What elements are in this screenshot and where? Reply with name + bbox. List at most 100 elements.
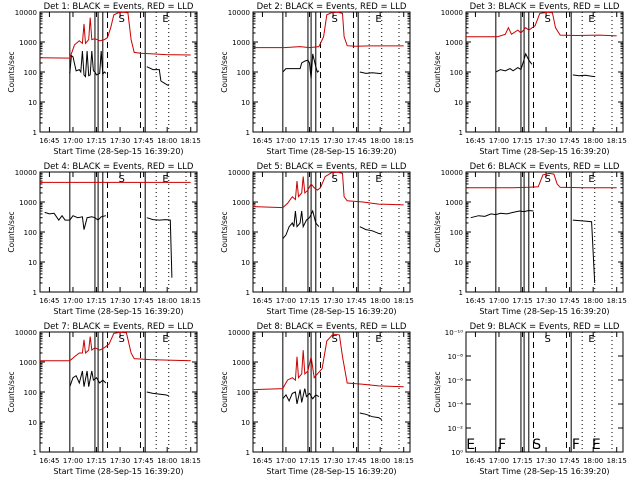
x-tick-label: 18:15 [607,137,627,145]
x-tick-label: 17:00 [63,137,83,145]
x-tick-label: 17:45 [134,137,154,145]
x-tick-label: 17:15 [86,137,106,145]
x-tick-label: 16:45 [39,137,59,145]
series-line-events [69,50,107,78]
plot-frame [39,11,198,133]
panel-title: Det 2: BLACK = Events, RED = LLD [257,2,407,12]
x-tick-label: 18:15 [181,137,201,145]
x-tick-label: 18:15 [394,137,414,145]
x-tick-label: 18:00 [583,137,603,145]
x-tick-label: 17:15 [299,137,319,145]
x-axis-label: Start Time (28-Sep-15 16:39:20) [479,147,609,156]
marker-label: E [588,174,594,185]
series-line-lld [252,333,404,391]
y-tick-label: 10⁻⁸ [448,353,464,361]
x-tick-label: 17:30 [536,137,556,145]
bottom-marker-label: E [466,437,475,453]
y-tick-label: 1000 [232,39,250,47]
panel-det-6: Det 6: BLACK = Events, RED = LLD 1 10 100 10… [433,162,627,316]
plot-frame [252,331,411,453]
y-tick-label: 1000 [19,199,37,207]
y-tick-label: 10 [241,99,250,107]
x-tick-label: 18:00 [370,457,390,465]
panel-det-8: Det 8: BLACK = Events, RED = LLD 1 10 100 10… [220,322,414,476]
series-line-events [146,391,169,397]
y-tick-label: 10 [28,259,37,267]
panel-det-3: Det 3: BLACK = Events, RED = LLD 1 10 100 10… [433,2,627,156]
x-tick-label: 16:45 [252,297,272,305]
panel-title: Det 6: BLACK = Events, RED = LLD [470,162,620,172]
y-axis-label: Counts/sec [433,371,442,412]
series-line-events [146,217,173,278]
panel-det-1: Det 1: BLACK = Events, RED = LLD 1 10 100 10… [7,2,201,156]
plot-frame [252,171,411,293]
y-tick-label: 10⁻¹⁰ [445,329,463,337]
y-tick-label: 10 [454,259,463,267]
x-tick-label: 16:45 [252,137,272,145]
x-tick-label: 17:00 [63,297,83,305]
plot-frame [465,11,624,133]
y-tick-label: 10000 [228,169,250,177]
y-tick-label: 10000 [228,9,250,17]
marker-label: E [375,14,381,25]
x-tick-label: 18:00 [583,457,603,465]
x-tick-label: 18:15 [181,457,201,465]
x-axis-label: Start Time (28-Sep-15 16:39:20) [53,307,183,316]
y-tick-label: 100 [24,69,37,77]
x-tick-label: 17:45 [134,457,154,465]
x-tick-label: 16:45 [465,137,485,145]
y-tick-label: 10⁻⁴ [448,401,464,409]
x-tick-label: 17:15 [299,297,319,305]
x-tick-label: 16:45 [465,457,485,465]
plot-frame [465,331,624,453]
x-tick-label: 17:15 [512,457,532,465]
marker-label: S [331,174,337,185]
x-axis-label: Start Time (28-Sep-15 16:39:20) [479,467,609,476]
x-tick-label: 16:45 [252,457,272,465]
y-tick-label: 1000 [232,199,250,207]
series-line-events [572,74,595,78]
y-axis-label: Counts/sec [7,51,16,92]
y-axis-label: Counts/sec [7,371,16,412]
x-tick-label: 17:15 [86,297,106,305]
series-line-events [470,209,534,219]
series-line-lld [39,11,191,59]
marker-label: S [544,334,550,345]
x-axis-label: Start Time (28-Sep-15 16:39:20) [53,467,183,476]
y-tick-label: 10000 [441,169,463,177]
series-line-lld [253,11,404,49]
plot-frame [39,331,198,453]
x-tick-label: 17:45 [560,137,580,145]
marker-label: E [162,174,168,185]
bottom-marker-label: E [592,437,601,453]
panel-det-9: Det 9: BLACK = Events, RED = LLD 10⁰ 10⁻² 1… [433,322,627,476]
x-tick-label: 16:45 [39,297,59,305]
y-tick-label: 100 [24,389,37,397]
y-axis-label: Counts/sec [220,211,229,252]
y-tick-label: 100 [450,229,463,237]
series-line-lld [466,172,617,189]
y-tick-label: 100 [24,229,37,237]
y-tick-label: 10000 [228,329,250,337]
series-line-events [282,209,320,240]
y-axis-label: Counts/sec [433,51,442,92]
x-tick-label: 18:15 [607,297,627,305]
series-line-events [359,226,382,235]
x-tick-label: 17:00 [489,297,509,305]
x-tick-label: 17:45 [560,297,580,305]
series-line-events [146,66,169,87]
x-tick-label: 17:45 [560,457,580,465]
y-tick-label: 1 [246,289,250,297]
marker-label: S [544,14,550,25]
x-tick-label: 17:00 [276,137,296,145]
x-tick-label: 17:00 [276,297,296,305]
marker-label: E [588,334,594,345]
panel-title: Det 7: BLACK = Events, RED = LLD [44,322,194,332]
y-tick-label: 1 [33,129,37,137]
series-line-events [69,370,107,387]
series-line-lld [252,171,404,209]
x-tick-label: 18:00 [370,297,390,305]
x-tick-label: 18:00 [157,137,177,145]
y-tick-label: 1000 [445,199,463,207]
y-axis-label: Counts/sec [433,211,442,252]
